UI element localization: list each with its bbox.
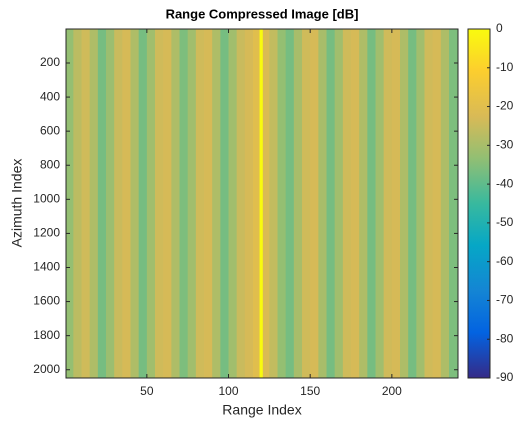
y-tick-label: 1000 [33, 191, 60, 205]
colorbar-tick-label: -40 [496, 176, 514, 190]
heatmap-cell [326, 29, 336, 378]
heatmap-cell [383, 29, 393, 378]
heatmap-cell [259, 29, 264, 378]
colorbar-tick-label: -70 [496, 293, 514, 307]
heatmap-cell [138, 29, 148, 378]
heatmap-cell [187, 29, 197, 378]
heatmap-cell [212, 29, 221, 378]
y-tick-label: 1800 [33, 328, 60, 342]
y-tick-label: 400 [40, 89, 60, 103]
heatmap-cell [302, 29, 311, 378]
heatmap-cell [114, 29, 123, 378]
y-tick-label: 1200 [33, 226, 60, 240]
heatmap-cell [449, 29, 459, 378]
x-tick-label: 50 [140, 384, 154, 398]
heatmap-cell [262, 29, 270, 378]
heatmap-cell [97, 29, 107, 378]
colorbar-tick-label: -80 [496, 331, 514, 345]
y-tick-label: 600 [40, 123, 60, 137]
heatmap-cell [334, 29, 344, 378]
colorbar-tick-label: -10 [496, 60, 514, 74]
heatmap-cell [171, 29, 180, 378]
heatmap-cell [220, 29, 229, 378]
y-tick-label: 1400 [33, 260, 60, 274]
colorbar [467, 28, 491, 379]
heatmap-cell [66, 29, 74, 378]
heatmap-cell [228, 29, 238, 378]
x-axis-label: Range Index [222, 402, 301, 418]
heatmap-cell [269, 29, 278, 378]
heatmap-cell [440, 29, 450, 378]
y-tick-label: 200 [40, 55, 60, 69]
colorbar-tick-label: 0 [496, 21, 503, 35]
heatmap-cell [155, 29, 164, 378]
chart-title: Range Compressed Image [dB] [166, 6, 359, 21]
heatmap-cell [236, 29, 246, 378]
heatmap-cell [73, 29, 82, 378]
colorbar-tick-label: -30 [496, 138, 514, 152]
x-tick-label: 150 [300, 384, 320, 398]
y-tick-label: 2000 [33, 362, 60, 376]
colorbar-tick-label: -60 [496, 254, 514, 268]
heatmap-cell [130, 29, 140, 378]
heatmap-cell [408, 29, 417, 378]
heatmap-cell [310, 29, 319, 378]
heatmap-cell [277, 29, 287, 378]
heatmap-cell [81, 29, 91, 378]
y-tick-label: 800 [40, 157, 60, 171]
heatmap-cell [285, 29, 295, 378]
y-axis-label: Azimuth Index [9, 159, 25, 248]
heatmap-cell [432, 29, 442, 378]
colorbar-tick-label: -50 [496, 215, 514, 229]
heatmap-cell [351, 29, 360, 378]
colorbar-tick-label: -20 [496, 99, 514, 113]
heatmap-cell [163, 29, 172, 378]
heatmap-cell [122, 29, 131, 378]
heatmap-cell [359, 29, 368, 378]
heatmap-cell [400, 29, 409, 378]
heatmap-cell [179, 29, 189, 378]
heatmap-cell [253, 29, 260, 378]
y-tick-label: 1600 [33, 294, 60, 308]
heatmap-cell [318, 29, 327, 378]
colorbar-tick-label: -90 [496, 370, 514, 384]
plot-frame [65, 28, 459, 379]
heatmap-cell [293, 29, 303, 378]
heatmap-cell [375, 29, 385, 378]
heatmap-cell [367, 29, 376, 378]
heatmap-cell [195, 29, 205, 378]
x-tick-label: 100 [219, 384, 239, 398]
heatmap-cell [424, 29, 434, 378]
heatmap-cell [244, 29, 254, 378]
heatmap-cell [146, 29, 156, 378]
heatmap-cell [89, 29, 99, 378]
heatmap-cell [342, 29, 352, 378]
x-tick-label: 200 [382, 384, 402, 398]
heatmap-cell [391, 29, 401, 378]
heatmap-cell [106, 29, 115, 378]
heatmap-cell [416, 29, 425, 378]
heatmap-cell [204, 29, 213, 378]
